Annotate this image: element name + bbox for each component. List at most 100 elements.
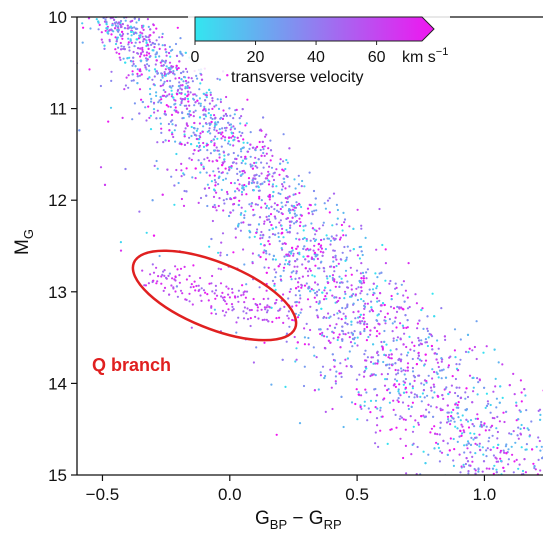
scatter-point [383,303,386,307]
scatter-point [304,267,307,270]
scatter-point [288,254,291,257]
scatter-point [164,59,167,62]
scatter-point [307,212,310,215]
scatter-point [195,137,198,141]
scatter-point [452,417,455,420]
scatter-point [486,482,488,484]
scatter-point [176,295,179,298]
scatter-point [140,98,143,101]
scatter-point [233,136,236,139]
scatter-point [402,280,405,283]
scatter-point [332,266,336,269]
scatter-point [241,131,244,135]
scatter-point [218,175,221,178]
scatter-point [341,325,344,328]
scatter-point [74,32,76,34]
scatter-point [265,133,268,136]
scatter-point [384,262,387,265]
scatter-point [277,265,280,268]
scatter-point [232,203,235,206]
scatter-point [481,446,484,449]
scatter-point [370,300,373,303]
scatter-point [312,289,315,292]
scatter-point [252,297,255,301]
scatter-point [504,481,506,483]
scatter-point [200,163,203,166]
scatter-point [153,75,156,78]
scatter-point [115,36,119,40]
scatter-point [302,229,305,232]
scatter-point [268,193,271,197]
scatter-point [474,436,477,439]
scatter-point [149,87,152,90]
scatter-point [376,297,379,300]
scatter-point [162,89,165,92]
scatter-point [380,304,383,307]
scatter-point [420,415,423,418]
scatter-point [184,93,187,96]
scatter-point [413,379,416,382]
scatter-point [120,48,123,51]
scatter-point [319,250,322,253]
scatter-point [459,429,462,433]
scatter-point [154,55,157,59]
scatter-point [298,217,301,220]
scatter-point [160,98,163,101]
scatter-point [343,245,346,249]
scatter-point [168,129,171,132]
x-tick-label: 0.0 [218,485,242,504]
scatter-point [236,178,240,182]
scatter-point [337,299,340,302]
scatter-point [179,87,182,90]
scatter-point [260,172,263,175]
scatter-point [388,401,391,404]
scatter-point [231,161,235,164]
scatter-point [295,214,298,217]
scatter-point [198,288,201,291]
scatter-point [334,254,337,257]
scatter-point [170,113,174,116]
colorbar-label: transverse velocity [231,69,364,86]
x-tick-label: 0.5 [345,485,369,504]
scatter-point [322,221,325,224]
scatter-point [359,404,362,407]
scatter-point [134,31,137,34]
scatter-point [296,258,299,261]
scatter-point [194,167,197,170]
scatter-point [115,51,118,54]
scatter-point [259,255,262,259]
scatter-point [332,337,335,340]
scatter-point [306,207,310,210]
scatter-point [170,284,173,287]
scatter-point [375,248,378,251]
scatter-point [540,445,543,448]
scatter-point [279,192,282,196]
scatter-point [414,419,417,422]
scatter-point [346,304,349,307]
scatter-point [326,328,329,331]
scatter-point [380,271,383,274]
scatter-point [110,33,113,36]
scatter-point [313,389,316,392]
scatter-point [306,298,310,301]
scatter-point [467,472,470,475]
scatter-point [360,250,363,253]
scatter-point [183,143,186,146]
scatter-point [210,306,213,309]
colorbar-tick-label: 20 [247,49,265,66]
scatter-point [172,72,175,75]
scatter-point [280,212,283,215]
scatter-point [332,237,335,240]
scatter-point [290,278,293,281]
scatter-point [300,308,303,311]
scatter-point [231,287,234,291]
scatter-point [237,289,240,292]
scatter-point [466,333,470,336]
scatter-point [259,234,262,237]
scatter-point [262,116,265,119]
scatter-point [395,339,398,342]
scatter-point [394,368,397,372]
scatter-point [433,370,436,374]
scatter-point [210,305,213,308]
scatter-point [289,224,292,227]
